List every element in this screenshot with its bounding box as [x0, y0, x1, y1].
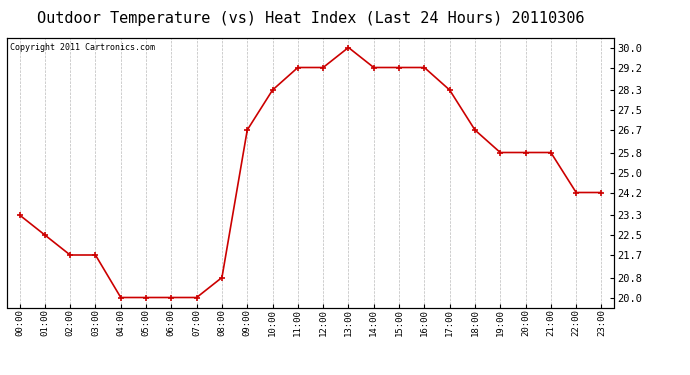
Text: Outdoor Temperature (vs) Heat Index (Last 24 Hours) 20110306: Outdoor Temperature (vs) Heat Index (Las… [37, 11, 584, 26]
Text: Copyright 2011 Cartronics.com: Copyright 2011 Cartronics.com [10, 43, 155, 52]
